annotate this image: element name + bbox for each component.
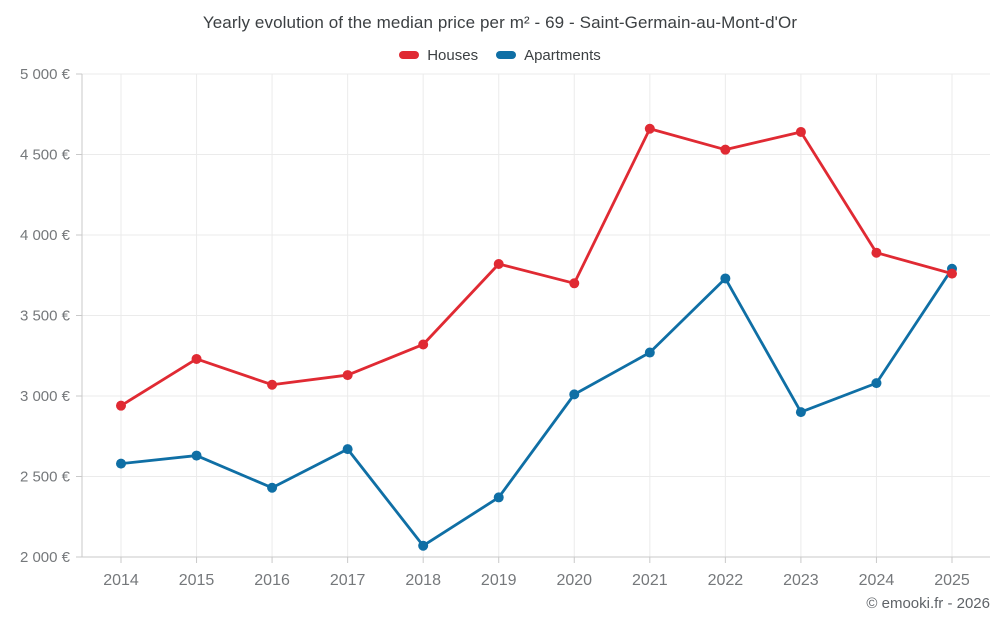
data-point-houses-2020[interactable] bbox=[569, 278, 580, 289]
houses-legend-label: Houses bbox=[427, 46, 479, 64]
x-axis-tick-label: 2021 bbox=[632, 572, 668, 589]
x-axis-tick-label: 2014 bbox=[103, 572, 139, 589]
data-point-apartments-2021[interactable] bbox=[644, 347, 655, 358]
data-point-apartments-2017[interactable] bbox=[342, 444, 353, 455]
y-axis-tick-label: 3 000 € bbox=[20, 388, 71, 405]
x-axis-tick-label: 2024 bbox=[859, 572, 895, 589]
data-point-houses-2014[interactable] bbox=[116, 400, 126, 411]
data-point-houses-2017[interactable] bbox=[342, 370, 353, 381]
data-point-apartments-2020[interactable] bbox=[569, 389, 580, 400]
x-axis-tick-label: 2016 bbox=[254, 572, 290, 589]
legend-item-apartments[interactable]: Apartments bbox=[496, 47, 601, 64]
y-axis-tick-label: 5 000 € bbox=[20, 66, 71, 83]
x-axis-tick-label: 2020 bbox=[556, 572, 592, 589]
data-point-apartments-2024[interactable] bbox=[871, 378, 882, 389]
legend-item-houses[interactable]: Houses bbox=[399, 47, 478, 64]
data-point-houses-2015[interactable] bbox=[191, 353, 202, 364]
data-point-houses-2018[interactable] bbox=[418, 339, 429, 350]
chart-title: Yearly evolution of the median price per… bbox=[202, 13, 798, 32]
x-axis-tick-label: 2019 bbox=[481, 572, 517, 589]
data-point-apartments-2018[interactable] bbox=[418, 540, 429, 551]
y-axis-tick-label: 3 500 € bbox=[20, 308, 71, 325]
apartments-legend-label: Apartments bbox=[524, 46, 601, 64]
copyright-credit: © emooki.fr - 2026 bbox=[866, 595, 990, 612]
data-point-houses-2024[interactable] bbox=[871, 247, 882, 258]
data-point-apartments-2015[interactable] bbox=[191, 450, 202, 461]
data-point-apartments-2014[interactable] bbox=[116, 458, 126, 469]
houses-series-swatch-icon bbox=[399, 51, 420, 59]
y-axis-tick-label: 2 500 € bbox=[20, 469, 71, 486]
data-point-houses-2021[interactable] bbox=[644, 123, 655, 134]
series-line-apartments bbox=[119, 267, 954, 548]
x-axis-tick-label: 2018 bbox=[405, 572, 441, 589]
x-axis-tick-label: 2022 bbox=[708, 572, 744, 589]
chart-legend: Houses Apartments bbox=[0, 45, 1000, 65]
y-axis-tick-label: 4 500 € bbox=[20, 147, 71, 164]
x-axis-tick-label: 2023 bbox=[783, 572, 819, 589]
y-axis-tick-label: 2 000 € bbox=[20, 549, 71, 566]
data-point-apartments-2023[interactable] bbox=[795, 407, 806, 418]
x-axis-tick-label: 2015 bbox=[179, 572, 215, 589]
data-point-apartments-2022[interactable] bbox=[720, 273, 731, 284]
x-axis-tick-label: 2017 bbox=[330, 572, 366, 589]
data-point-apartments-2019[interactable] bbox=[493, 492, 504, 503]
data-point-apartments-2016[interactable] bbox=[267, 482, 278, 493]
y-axis-tick-label: 4 000 € bbox=[20, 227, 71, 244]
data-point-houses-2016[interactable] bbox=[267, 379, 278, 390]
data-point-houses-2022[interactable] bbox=[720, 144, 731, 155]
series-line-houses bbox=[119, 127, 954, 408]
x-axis-tick-label: 2025 bbox=[934, 572, 970, 589]
data-point-houses-2025[interactable] bbox=[946, 268, 957, 279]
apartments-series-swatch-icon bbox=[496, 51, 517, 59]
data-point-houses-2019[interactable] bbox=[493, 258, 504, 269]
data-point-houses-2023[interactable] bbox=[795, 126, 806, 137]
